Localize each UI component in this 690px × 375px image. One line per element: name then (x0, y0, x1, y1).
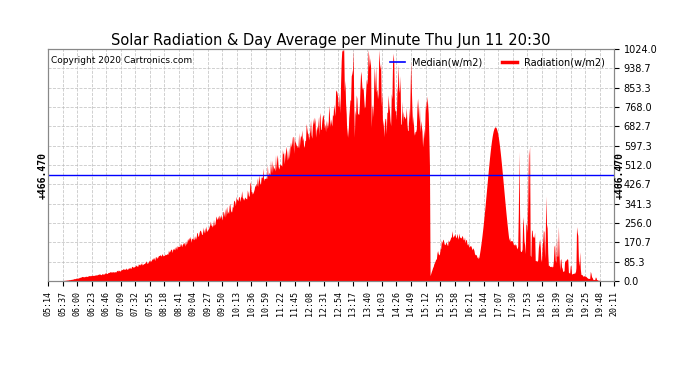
Title: Solar Radiation & Day Average per Minute Thu Jun 11 20:30: Solar Radiation & Day Average per Minute… (112, 33, 551, 48)
Text: +466.470: +466.470 (38, 152, 48, 199)
Text: +466.470: +466.470 (615, 152, 624, 199)
Legend: Median(w/m2), Radiation(w/m2): Median(w/m2), Radiation(w/m2) (386, 54, 609, 71)
Text: Copyright 2020 Cartronics.com: Copyright 2020 Cartronics.com (51, 56, 193, 65)
